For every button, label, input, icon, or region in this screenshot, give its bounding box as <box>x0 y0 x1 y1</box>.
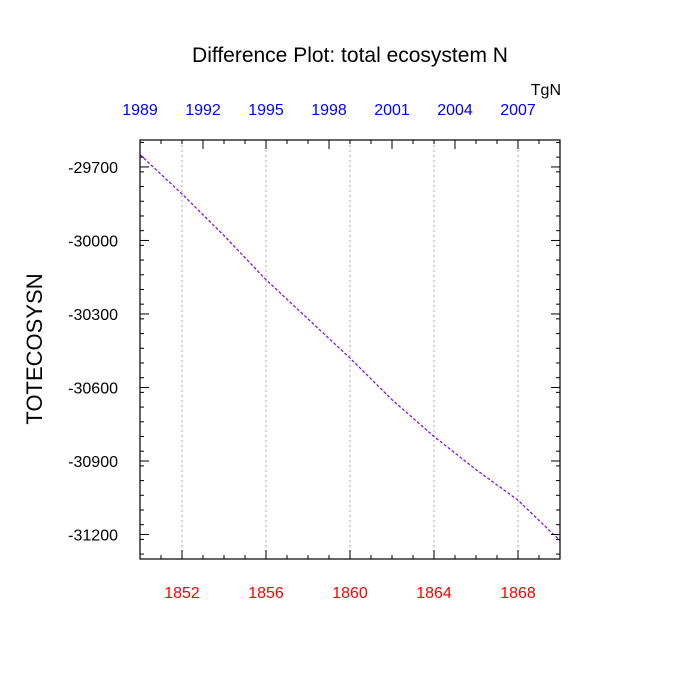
top-tick-label: 1998 <box>311 102 347 119</box>
x-tick-label: 1868 <box>500 585 536 602</box>
axes: 1852 1856 1860 1864 1868 1989 1992 1995 1998 2001… <box>68 102 560 602</box>
units-label: TgN <box>531 82 561 99</box>
top-tick-label: 1992 <box>185 102 221 119</box>
grid-lines <box>181 140 519 559</box>
series-line <box>139 154 561 542</box>
x-tick-label: 1852 <box>164 585 200 602</box>
x-tick-label: 1860 <box>332 585 368 602</box>
top-tick-label: 1995 <box>248 102 284 119</box>
plot-frame <box>139 139 561 560</box>
y-tick-label: -30300 <box>68 307 118 324</box>
data-series <box>139 154 561 542</box>
y-tick-label: -30900 <box>68 454 118 471</box>
top-tick-label: 2001 <box>374 102 410 119</box>
chart-title: Difference Plot: total ecosystem N <box>192 44 508 67</box>
x-tick-label: 1864 <box>416 585 452 602</box>
x-tick-label: 1856 <box>248 585 284 602</box>
y-tick-label: -30000 <box>68 233 118 250</box>
top-tick-label: 2007 <box>500 102 536 119</box>
y-axis-label: TOTECOSYSN <box>22 273 47 424</box>
top-tick-label: 1989 <box>122 102 158 119</box>
top-tick-label: 2004 <box>437 102 473 119</box>
y-tick-label: -31200 <box>68 527 118 544</box>
y-tick-label: -30600 <box>68 380 118 397</box>
y-tick-label: -29700 <box>68 160 118 177</box>
